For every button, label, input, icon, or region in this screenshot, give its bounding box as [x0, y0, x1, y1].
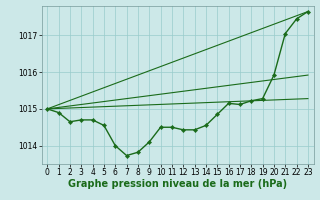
X-axis label: Graphe pression niveau de la mer (hPa): Graphe pression niveau de la mer (hPa) — [68, 179, 287, 189]
